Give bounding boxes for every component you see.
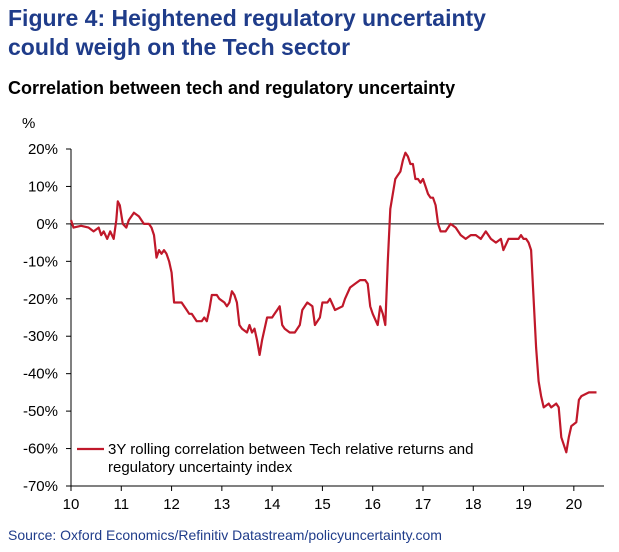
series-line: [69, 151, 597, 454]
x-tick-label: 11: [113, 496, 129, 513]
y-tick-label: -10%: [23, 253, 58, 270]
y-tick-label: -60%: [23, 441, 58, 458]
x-axis: 10 11 12 13 14 15 16 17 18 19 20: [63, 486, 582, 513]
x-tick-label: 20: [565, 496, 582, 513]
x-tick-label: 19: [515, 496, 532, 513]
figure-title-line1: Figure 4: Heightened regulatory uncertai…: [8, 5, 486, 31]
figure-title-line2: could weigh on the Tech sector: [8, 34, 351, 60]
legend: 3Y rolling correlation between Tech rela…: [77, 441, 474, 476]
legend-label-line1: 3Y rolling correlation between Tech rela…: [108, 441, 474, 458]
x-tick-label: 18: [465, 496, 482, 513]
y-tick-label: -50%: [23, 403, 58, 420]
x-tick-label: 17: [415, 496, 432, 513]
figure-title: Figure 4: Heightened regulatory uncertai…: [8, 4, 608, 62]
y-tick-label: -70%: [23, 478, 58, 495]
chart-title: Correlation between tech and regulatory …: [8, 78, 456, 98]
y-tick-label: 0%: [36, 216, 58, 233]
y-axis-unit-label: %: [22, 115, 35, 132]
y-tick-label: -40%: [23, 366, 58, 383]
legend-label-line2: regulatory uncertainty index: [108, 459, 293, 476]
x-tick-label: 14: [264, 496, 281, 513]
x-tick-label: 16: [364, 496, 381, 513]
y-tick-label: 20%: [28, 141, 58, 158]
x-tick-label: 13: [214, 496, 231, 513]
y-axis: 20% 10% 0% -10% -20% -30% -40% -50% -60% -70%: [23, 141, 71, 495]
x-tick-label: 12: [163, 496, 180, 513]
y-tick-label: -30%: [23, 328, 58, 345]
source-note: Source: Oxford Economics/Refinitiv Datas…: [8, 527, 442, 543]
x-tick-label: 15: [314, 496, 331, 513]
x-tick-label: 10: [63, 496, 80, 513]
y-tick-label: -20%: [23, 291, 58, 308]
y-tick-label: 10%: [28, 178, 58, 195]
